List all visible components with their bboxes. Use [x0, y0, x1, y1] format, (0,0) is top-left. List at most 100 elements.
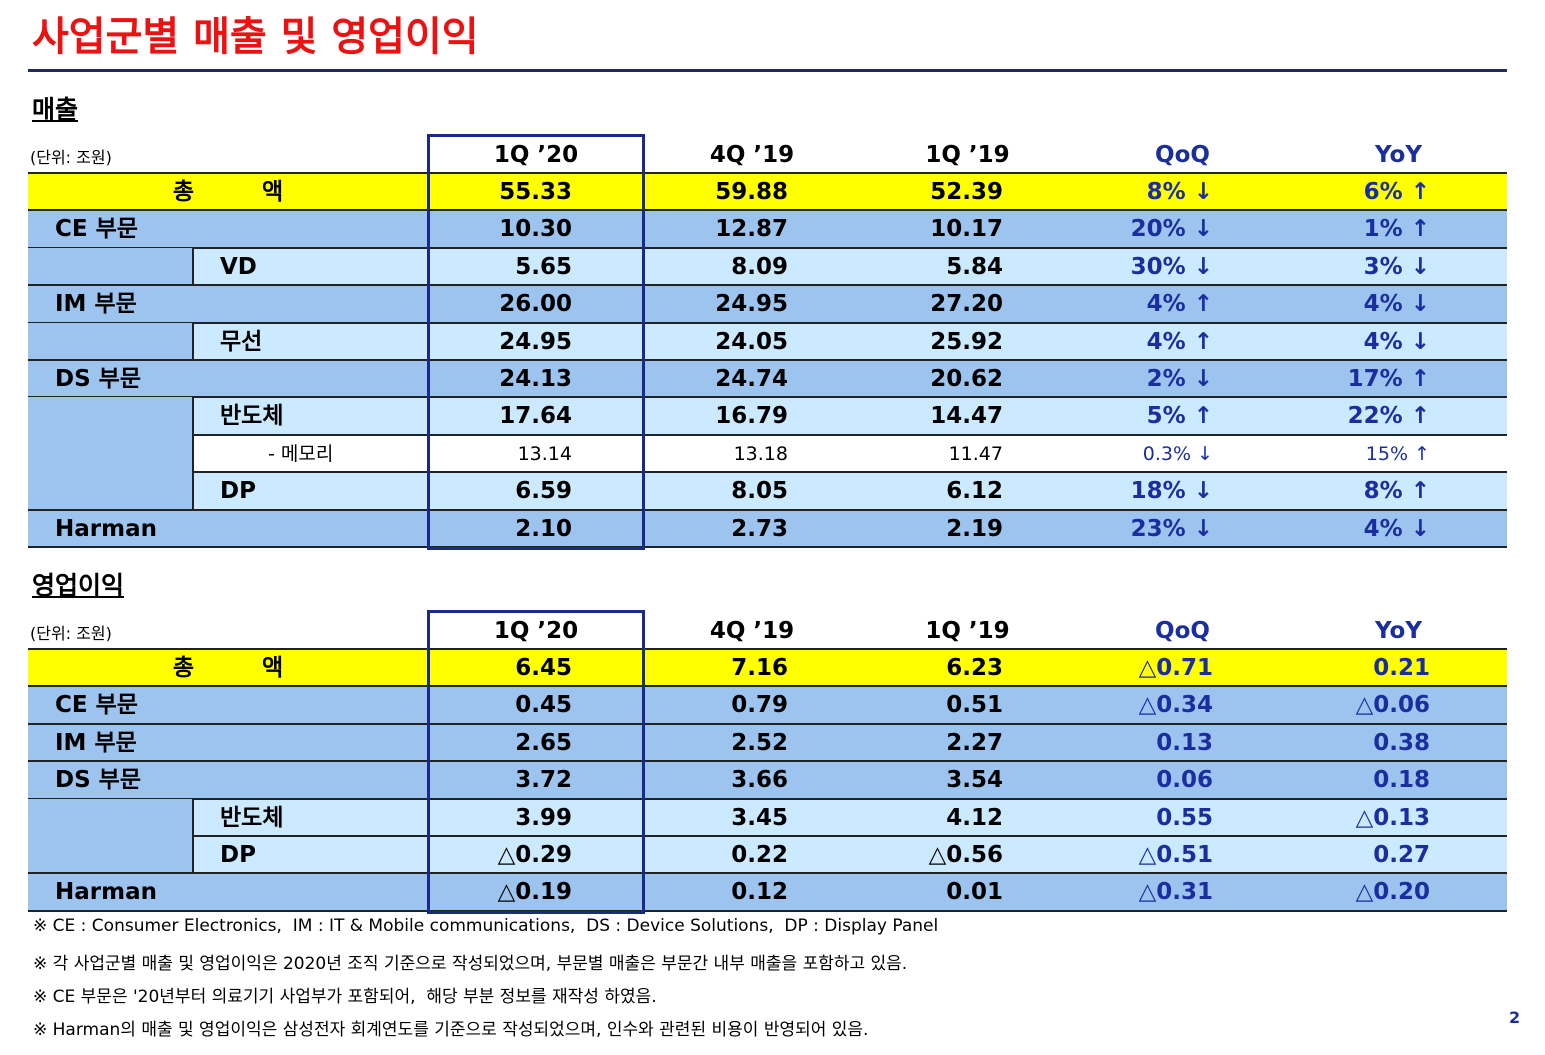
table-cell: 0.38 [1373, 729, 1430, 756]
table-cell: 0.22 [731, 842, 788, 868]
table-cell: 0.01 [946, 879, 1003, 906]
row-background [28, 211, 1507, 249]
table-cell: 8.05 [731, 478, 788, 505]
row-background [28, 174, 1507, 212]
table-cell: 2.19 [946, 515, 1003, 542]
row-background [192, 398, 1507, 436]
table-cell: 52.39 [930, 179, 1003, 205]
row-indent-fill [28, 434, 192, 474]
table-cell: △0.19 [497, 879, 572, 906]
row-label: - 메모리 [268, 442, 334, 465]
table-cell: 6.45 [515, 655, 572, 681]
column-header: QoQ [1155, 142, 1210, 168]
table-cell: 10.30 [499, 216, 572, 243]
header-rule [28, 172, 1507, 174]
row-label: DP [220, 842, 256, 868]
row-indent-fill [28, 247, 192, 287]
table-cell: 3.66 [731, 767, 788, 794]
row-background [192, 323, 1507, 361]
table-cell: 3.54 [946, 767, 1003, 794]
table-cell: 0.21 [1373, 655, 1430, 681]
title-rule [28, 69, 1507, 72]
table-cell: △0.56 [928, 842, 1003, 868]
table-cell: 30% ↓ [1130, 253, 1213, 280]
table-cell: 0.27 [1373, 842, 1430, 868]
row-label: 반도체 [220, 804, 284, 831]
table-cell: 0.3% ↓ [1142, 442, 1213, 465]
table-cell: 24.95 [715, 291, 788, 318]
row-indent-fill [28, 472, 192, 511]
table-cell: 2.73 [731, 515, 788, 542]
table-cell: 24.74 [715, 366, 788, 392]
footnote: ※ 각 사업군별 매출 및 영업이익은 2020년 조직 기준으로 작성되었으며… [33, 954, 908, 974]
row-label: 무선 [220, 328, 263, 355]
table-cell: 18% ↓ [1130, 478, 1213, 505]
table-cell: 12.87 [715, 216, 788, 243]
table-cell: 2.65 [515, 729, 572, 756]
table-cell: 4% ↓ [1363, 328, 1430, 355]
header-rule [28, 648, 1507, 650]
table-cell: △0.06 [1355, 692, 1430, 719]
column-header: YoY [1375, 618, 1422, 644]
footnote: ※ CE 부문은 '20년부터 의료기기 사업부가 포함되어, 해당 부분 정보… [33, 987, 657, 1007]
row-background [28, 874, 1507, 912]
row-label: 총 액 [172, 179, 284, 205]
table-cell: 3.99 [515, 804, 572, 831]
row-indent-fill [28, 397, 192, 436]
row-background [192, 435, 1507, 474]
table-cell: △0.29 [497, 842, 572, 868]
table-cell: 0.13 [1156, 729, 1213, 756]
row-background [192, 837, 1507, 875]
row-background [28, 650, 1507, 688]
unit-label: (단위: 조원) [30, 624, 112, 643]
page-title: 사업군별 매출 및 영업이익 [32, 14, 479, 60]
row-label: DS 부문 [55, 767, 141, 794]
row-indent-fill [28, 836, 192, 875]
table-cell: 3.72 [515, 767, 572, 794]
table-cell: 25.92 [930, 328, 1003, 355]
column-header: YoY [1375, 142, 1422, 168]
table-cell: 4% ↓ [1363, 515, 1430, 542]
row-label: VD [220, 253, 257, 280]
table-cell: 6.59 [515, 478, 572, 505]
table-cell: 0.51 [946, 692, 1003, 719]
table-cell: 10.17 [930, 216, 1003, 243]
column-header: 4Q ’19 [709, 142, 795, 168]
row-label: DS 부문 [55, 366, 141, 392]
table-cell: 17.64 [499, 403, 572, 430]
table-cell: 27.20 [930, 291, 1003, 318]
table-cell: 11.47 [948, 442, 1003, 465]
table-cell: 24.95 [499, 328, 572, 355]
column-header: 1Q ’20 [493, 142, 579, 168]
row-background [192, 248, 1507, 287]
row-background [28, 762, 1507, 800]
table-cell: 6% ↑ [1363, 179, 1430, 205]
table-cell: 20% ↓ [1130, 216, 1213, 243]
table-cell: 2.52 [731, 729, 788, 756]
section-heading: 매출 [32, 95, 79, 124]
table-cell: 0.79 [731, 692, 788, 719]
table-cell: 0.18 [1373, 767, 1430, 794]
table-cell: 2% ↓ [1146, 366, 1213, 392]
table-cell: △0.51 [1138, 842, 1213, 868]
table-cell: 5.84 [946, 253, 1003, 280]
row-label: 반도체 [220, 403, 284, 430]
table-cell: 14.47 [930, 403, 1003, 430]
table-cell: 6.23 [946, 655, 1003, 681]
table-cell: 4% ↑ [1146, 328, 1213, 355]
table-cell: 0.06 [1156, 767, 1213, 794]
row-indent-fill [28, 322, 192, 361]
table-cell: 3.45 [731, 804, 788, 831]
table-cell: △0.71 [1138, 655, 1213, 681]
footnote: ※ Harman의 매출 및 영업이익은 삼성전자 회계연도를 기준으로 작성되… [33, 1020, 869, 1040]
table-cell: 23% ↓ [1130, 515, 1213, 542]
row-indent-fill [28, 798, 192, 837]
row-label: DP [220, 478, 256, 505]
unit-label: (단위: 조원) [30, 148, 112, 167]
table-cell: 8% ↑ [1363, 478, 1430, 505]
row-label: Harman [55, 879, 157, 906]
table-cell: 22% ↑ [1347, 403, 1430, 430]
row-label: Harman [55, 515, 157, 542]
column-header: 4Q ’19 [709, 618, 795, 644]
